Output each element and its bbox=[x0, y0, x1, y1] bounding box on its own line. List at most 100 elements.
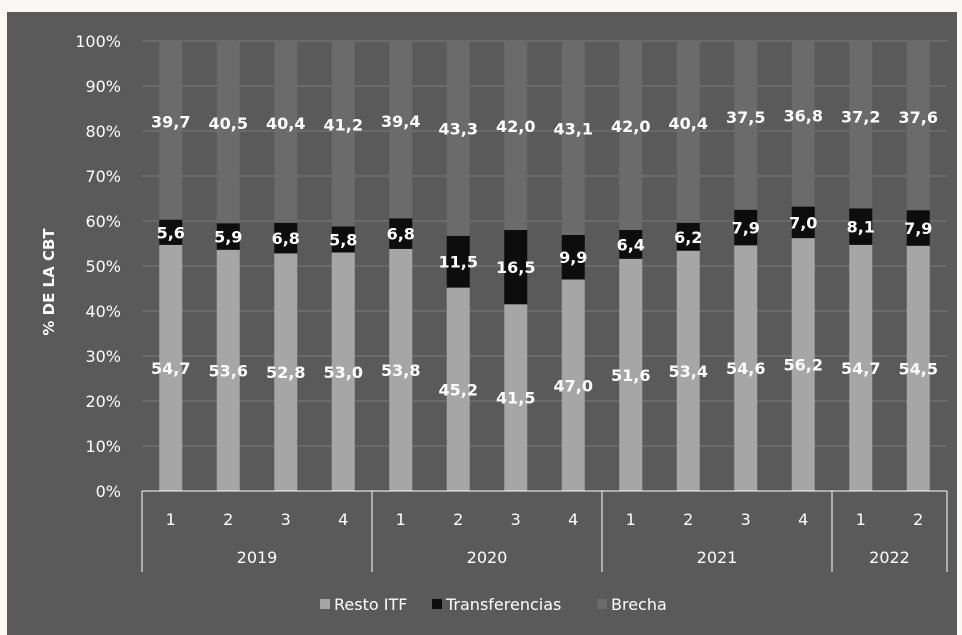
bar-segment bbox=[791, 238, 815, 491]
data-label: 43,3 bbox=[439, 120, 478, 139]
data-label: 5,6 bbox=[157, 223, 185, 242]
bar-segment bbox=[676, 41, 700, 223]
y-tick-label: 40% bbox=[85, 302, 121, 321]
x-tick-label: 3 bbox=[281, 510, 291, 529]
x-tick-label: 2 bbox=[913, 510, 923, 529]
bar-segment bbox=[734, 245, 758, 491]
bar-segment bbox=[159, 244, 183, 491]
y-tick-label: 20% bbox=[85, 392, 121, 411]
data-label: 54,7 bbox=[151, 359, 190, 378]
bar-segment bbox=[619, 41, 643, 230]
data-label: 5,9 bbox=[214, 228, 242, 247]
x-tick-label: 1 bbox=[626, 510, 636, 529]
data-label: 8,1 bbox=[847, 218, 875, 237]
data-label: 56,2 bbox=[784, 356, 823, 375]
legend-swatch bbox=[432, 599, 442, 609]
bar-segment bbox=[159, 41, 183, 220]
y-tick-label: 30% bbox=[85, 347, 121, 366]
stacked-bar-chart: 0% 10% 20% 30% 40% 50% 60% 70% 80% 90% 100% % DE L… bbox=[40, 32, 948, 614]
bar-segment bbox=[331, 252, 355, 491]
data-label: 41,5 bbox=[496, 389, 535, 408]
bar-segment bbox=[906, 41, 930, 211]
x-tick-label: 1 bbox=[856, 510, 866, 529]
bar-segment bbox=[504, 230, 528, 305]
bar-segment bbox=[216, 223, 240, 250]
bar-segment bbox=[446, 41, 470, 236]
data-label: 47,0 bbox=[554, 376, 593, 395]
data-label: 7,9 bbox=[904, 219, 932, 238]
data-label: 39,7 bbox=[151, 112, 190, 131]
y-tick-label: 0% bbox=[96, 482, 121, 501]
bar-segment bbox=[734, 41, 758, 210]
y-tick-label: 90% bbox=[85, 77, 121, 96]
bar-segment bbox=[274, 222, 298, 254]
y-axis-title: % DE LA CBT bbox=[40, 228, 58, 336]
bar-segment bbox=[216, 41, 240, 224]
x-tick-label: 2 bbox=[223, 510, 233, 529]
bar-segment bbox=[849, 41, 873, 209]
bar-segment bbox=[676, 222, 700, 251]
chart-frame: 0% 10% 20% 30% 40% 50% 60% 70% 80% 90% 100% % DE L… bbox=[7, 12, 957, 635]
bar-segment bbox=[331, 41, 355, 227]
bar-segment bbox=[676, 250, 700, 491]
legend-swatch bbox=[320, 599, 330, 609]
data-label: 9,9 bbox=[559, 248, 587, 267]
bar-segment bbox=[561, 41, 585, 235]
bar-segment bbox=[274, 253, 298, 491]
data-label: 45,2 bbox=[439, 380, 478, 399]
data-label: 40,5 bbox=[209, 114, 248, 133]
data-label: 6,8 bbox=[272, 229, 300, 248]
bar-segment bbox=[446, 287, 470, 491]
bar-segment bbox=[331, 226, 355, 253]
bar-segment bbox=[504, 41, 528, 230]
bar-segment bbox=[561, 279, 585, 491]
x-tick-label: 1 bbox=[396, 510, 406, 529]
bar-segment bbox=[216, 249, 240, 491]
bar-segment bbox=[619, 230, 643, 259]
data-label: 37,6 bbox=[899, 108, 938, 127]
data-label: 41,2 bbox=[324, 115, 363, 134]
bar-segment bbox=[274, 41, 298, 223]
x-tick-label: 3 bbox=[511, 510, 521, 529]
data-label: 54,6 bbox=[726, 359, 765, 378]
legend-swatch bbox=[597, 599, 607, 609]
data-label: 36,8 bbox=[784, 107, 823, 126]
data-label: 42,0 bbox=[496, 117, 535, 136]
bar-segment bbox=[389, 218, 413, 249]
x-tick-label: 4 bbox=[338, 510, 348, 529]
data-label: 6,4 bbox=[617, 235, 645, 254]
x-tick-label: 4 bbox=[568, 510, 578, 529]
bar-segment bbox=[389, 248, 413, 491]
data-label: 7,0 bbox=[789, 213, 817, 232]
x-tick-label: 1 bbox=[166, 510, 176, 529]
y-tick-label: 60% bbox=[85, 212, 121, 231]
data-label: 6,2 bbox=[674, 228, 702, 247]
data-label: 40,4 bbox=[669, 114, 708, 133]
bar-segment bbox=[389, 41, 413, 219]
data-label: 52,8 bbox=[266, 363, 305, 382]
bar-segment bbox=[906, 245, 930, 491]
bar-segment bbox=[906, 210, 930, 246]
x-tick-label: 2 bbox=[453, 510, 463, 529]
data-label: 7,9 bbox=[732, 219, 760, 238]
bar-segment bbox=[849, 208, 873, 245]
y-axis-ticks: 0% 10% 20% 30% 40% 50% 60% 70% 80% 90% 100% bbox=[75, 32, 121, 501]
bar-segment bbox=[734, 209, 758, 246]
bar-segment bbox=[791, 206, 815, 239]
data-label: 39,4 bbox=[381, 112, 420, 131]
x-group-label: 2020 bbox=[467, 548, 508, 567]
data-label: 37,2 bbox=[841, 107, 880, 126]
y-tick-label: 70% bbox=[85, 167, 121, 186]
data-label: 53,6 bbox=[209, 361, 248, 380]
data-label: 53,8 bbox=[381, 361, 420, 380]
x-group-label: 2021 bbox=[697, 548, 738, 567]
y-tick-label: 100% bbox=[75, 32, 121, 51]
x-group-label: 2022 bbox=[869, 548, 910, 567]
data-label: 6,8 bbox=[387, 225, 415, 244]
x-tick-label: 2 bbox=[683, 510, 693, 529]
data-label: 16,5 bbox=[496, 258, 535, 277]
data-label: 54,7 bbox=[841, 359, 880, 378]
x-group-label: 2019 bbox=[237, 548, 278, 567]
data-label: 11,5 bbox=[439, 253, 478, 272]
